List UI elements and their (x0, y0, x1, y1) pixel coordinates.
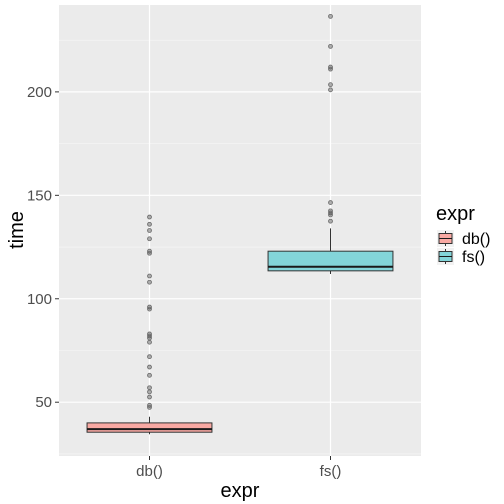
iqr-box (86, 422, 213, 433)
outlier-point (147, 248, 152, 254)
outlier-point (147, 402, 152, 408)
outlier-point (147, 331, 152, 337)
outlier-point (147, 279, 152, 285)
outlier-point (147, 273, 152, 279)
outlier-point (147, 228, 152, 233)
y-axis-title: time (6, 211, 28, 249)
outlier-point (147, 304, 152, 310)
box-1 (267, 13, 394, 274)
outlier-point (147, 364, 152, 370)
gridlines (59, 5, 421, 456)
outlier-point (147, 214, 152, 220)
outlier-point (147, 339, 152, 345)
outlier-point (328, 64, 333, 70)
iqr-box (267, 250, 394, 272)
y-tick-label: 150 (27, 187, 52, 204)
y-tick-label: 200 (27, 84, 52, 101)
y-tick-label: 100 (27, 291, 52, 308)
outlier-point (147, 372, 152, 378)
x-axis: db() fs() (136, 456, 341, 480)
x-axis-title: expr (221, 480, 260, 502)
outlier-point (147, 389, 152, 395)
panel-background (59, 5, 421, 456)
outlier-point (147, 394, 152, 400)
x-tick-label: fs() (320, 463, 342, 480)
legend: expr db()fs() (436, 203, 490, 266)
outlier-point (147, 354, 152, 360)
outlier-point (328, 218, 333, 224)
outlier-point (147, 385, 152, 391)
outlier-point (328, 82, 333, 88)
boxes (86, 13, 394, 435)
y-axis: 50 100 150 200 (27, 84, 59, 411)
box-0 (86, 214, 213, 435)
outlier-point (147, 221, 152, 227)
legend-item-0: db() (437, 230, 490, 248)
legend-label: db() (462, 231, 490, 248)
legend-label: fs() (462, 249, 485, 266)
outlier-point (147, 236, 152, 242)
outlier-point (328, 208, 333, 214)
outlier-point (328, 200, 333, 205)
outlier-point (328, 43, 333, 49)
legend-item-1: fs() (437, 248, 485, 266)
outlier-point (328, 87, 333, 93)
outlier-point (328, 13, 333, 19)
y-tick-label: 50 (35, 394, 52, 411)
x-tick-label: db() (136, 463, 163, 480)
legend-title: expr (436, 203, 475, 225)
